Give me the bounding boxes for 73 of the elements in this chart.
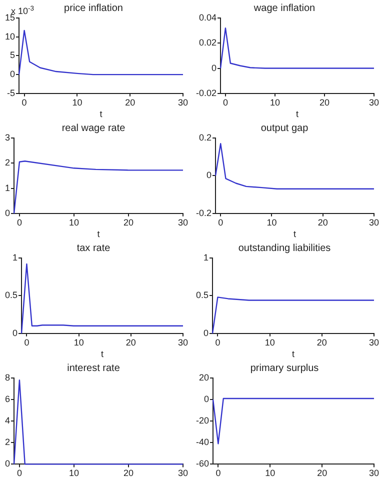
y-tick-label: -20 — [196, 416, 210, 426]
x-tick-label: 10 — [270, 97, 280, 108]
x-axis-title: t — [101, 349, 104, 360]
x-tick-label: 20 — [318, 217, 328, 228]
x-axis-title: t — [293, 229, 296, 240]
x-tick-label: 30 — [368, 217, 380, 228]
y-tick-label: -5 — [6, 88, 16, 98]
x-tick-label: 10 — [265, 468, 276, 478]
chart-title: tax rate — [76, 242, 111, 254]
x-tick-label: 30 — [178, 217, 188, 228]
x-tick-label: 0 — [218, 217, 224, 228]
x-tick-label: 20 — [316, 337, 327, 348]
x-tick-label: 30 — [178, 337, 188, 348]
chart-title: outstanding liabilities — [238, 242, 331, 254]
y-tick-label: 20 — [198, 372, 210, 382]
y-tick-label: 0 — [203, 328, 209, 338]
y-tick-label: 0.2 — [198, 132, 212, 142]
y-tick-label: 10 — [4, 31, 16, 42]
y-tick-label: 1 — [12, 252, 18, 262]
y-tick-label: 1 — [203, 252, 209, 262]
y-tick-label: 8 — [4, 372, 10, 382]
y-tick-label: 0.5 — [4, 290, 18, 300]
x-tick-label: 10 — [68, 468, 79, 478]
y-tick-label: 1 — [4, 182, 10, 193]
y-tick-label: 5 — [10, 50, 16, 60]
x-tick-label: 30 — [178, 97, 188, 108]
y-tick-label: 0 — [204, 394, 210, 404]
x-tick-label: 30 — [178, 468, 188, 478]
y-tick-label: -0.02 — [196, 88, 217, 98]
y-tick-label: 0.04 — [198, 12, 217, 22]
chart-title: wage inflation — [252, 2, 316, 14]
x-axis-title: t — [100, 109, 103, 120]
y-tick-label: 0 — [212, 62, 217, 73]
chart-title: output gap — [260, 122, 309, 134]
chart-title: primary surplus — [250, 362, 319, 374]
chart-title: real wage rate — [62, 122, 126, 134]
x-axis-title: t — [97, 229, 100, 240]
y-tick-label: 2 — [4, 437, 10, 448]
x-axis-title: t — [296, 109, 299, 120]
x-tick-label: 20 — [126, 337, 136, 348]
x-tick-label: 10 — [74, 337, 84, 348]
x-tick-label: 20 — [123, 468, 134, 478]
x-tick-label: 30 — [368, 97, 380, 108]
y-tick-label: 0 — [4, 208, 10, 218]
y-tick-label: -0.2 — [196, 208, 212, 218]
y-tick-label: 0 — [12, 328, 18, 338]
y-tick-label: 6 — [4, 394, 10, 404]
x-tick-label: 20 — [125, 97, 136, 108]
x-tick-label: 10 — [72, 97, 82, 108]
y-tick-label: 0 — [206, 170, 212, 180]
x-tick-label: 0 — [222, 97, 228, 108]
x-tick-label: 10 — [264, 337, 275, 348]
chart-title: interest rate — [67, 362, 120, 374]
x-tick-label: 10 — [266, 217, 277, 228]
y-tick-label: 0 — [4, 458, 10, 469]
y-tick-label: 3 — [4, 132, 10, 142]
y-tick-label: 0.5 — [196, 290, 209, 300]
x-axis-title: t — [292, 349, 295, 360]
y-tick-label: 4 — [4, 416, 10, 426]
x-tick-label: 20 — [317, 468, 328, 478]
x-tick-label: 0 — [22, 97, 27, 108]
y-tick-label: 2 — [4, 158, 10, 168]
x-tick-label: 30 — [368, 468, 380, 478]
y-tick-label: 0.02 — [198, 38, 217, 48]
y-tick-label: 0 — [10, 69, 16, 80]
x-tick-label: 30 — [368, 337, 380, 348]
y-tick-label: -40 — [196, 437, 210, 448]
x-tick-label: 0 — [24, 337, 30, 348]
chart-title: price inflation — [64, 2, 123, 14]
x-tick-label: 20 — [319, 97, 330, 108]
x-tick-label: 20 — [123, 217, 134, 228]
y-tick-label: -60 — [196, 458, 210, 469]
x-tick-label: 10 — [68, 217, 79, 228]
